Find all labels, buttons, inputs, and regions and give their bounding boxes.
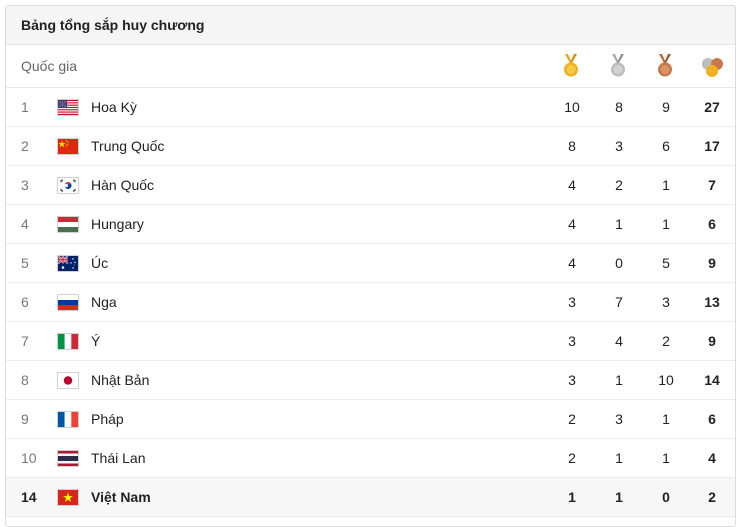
rank: 6 — [21, 294, 29, 310]
silver-count: 3 — [615, 138, 623, 154]
rank: 14 — [21, 489, 37, 505]
table-row[interactable]: 7 Ý 3 4 2 9 — [6, 322, 735, 361]
south-korea-flag-icon — [57, 166, 79, 204]
total-count: 4 — [708, 450, 716, 466]
bronze-count: 1 — [662, 177, 670, 193]
country-column-header: Quốc gia — [21, 58, 78, 74]
silver-count: 3 — [615, 411, 623, 427]
medal-table-card: Bảng tổng sắp huy chương Quốc gia — [5, 5, 736, 527]
country-name[interactable]: Hàn Quốc — [91, 177, 155, 193]
bronze-medal-icon — [656, 54, 674, 78]
table-row[interactable]: 1 Hoa Kỳ 10 8 9 27 — [6, 88, 735, 127]
gold-count: 2 — [568, 411, 576, 427]
table-row[interactable]: 10 Thái Lan 2 1 1 4 — [6, 439, 735, 478]
gold-count: 8 — [568, 138, 576, 154]
gold-count: 3 — [568, 333, 576, 349]
australia-flag-icon — [57, 244, 79, 282]
country-name[interactable]: Ý — [91, 333, 101, 349]
us-flag-icon — [57, 88, 79, 126]
silver-count: 1 — [615, 489, 623, 505]
gold-medal-icon — [562, 54, 580, 78]
bronze-count: 3 — [662, 294, 670, 310]
bronze-count: 5 — [662, 255, 670, 271]
bronze-count: 6 — [662, 138, 670, 154]
italy-flag-icon — [57, 322, 79, 360]
total-count: 17 — [704, 138, 720, 154]
country-name[interactable]: Úc — [91, 255, 109, 271]
bronze-count: 9 — [662, 99, 670, 115]
rank: 4 — [21, 216, 29, 232]
bronze-count: 1 — [662, 411, 670, 427]
rank: 1 — [21, 99, 29, 115]
total-count: 9 — [708, 333, 716, 349]
russia-flag-icon — [57, 283, 79, 321]
gold-count: 3 — [568, 372, 576, 388]
vietnam-flag-icon — [57, 478, 79, 516]
silver-count: 8 — [615, 99, 623, 115]
country-name[interactable]: Hoa Kỳ — [91, 99, 137, 115]
france-flag-icon — [57, 400, 79, 438]
total-count: 6 — [708, 411, 716, 427]
country-name[interactable]: Trung Quốc — [91, 138, 165, 154]
gold-count: 4 — [568, 177, 576, 193]
bronze-count: 1 — [662, 216, 670, 232]
all-medals-icon — [700, 56, 724, 78]
gold-count: 4 — [568, 255, 576, 271]
silver-count: 2 — [615, 177, 623, 193]
rank: 8 — [21, 372, 29, 388]
medal-table-body: 1 Hoa Kỳ 10 8 9 27 2 Trung Quốc 8 3 6 17 3 Hàn Quốc 4 2… — [6, 88, 735, 517]
japan-flag-icon — [57, 361, 79, 399]
table-row[interactable]: 14 Việt Nam 1 1 0 2 — [6, 478, 735, 517]
total-count: 13 — [704, 294, 720, 310]
silver-count: 4 — [615, 333, 623, 349]
table-row[interactable]: 8 Nhật Bản 3 1 10 14 — [6, 361, 735, 400]
silver-count: 0 — [615, 255, 623, 271]
silver-medal-icon — [609, 54, 627, 78]
table-header: Quốc gia — [6, 45, 735, 88]
silver-count: 1 — [615, 450, 623, 466]
gold-count: 10 — [564, 99, 580, 115]
table-row[interactable]: 4 Hungary 4 1 1 6 — [6, 205, 735, 244]
table-row[interactable]: 5 Úc 4 0 5 9 — [6, 244, 735, 283]
silver-count: 1 — [615, 372, 623, 388]
china-flag-icon — [57, 127, 79, 165]
card-title: Bảng tổng sắp huy chương — [6, 6, 735, 45]
silver-count: 1 — [615, 216, 623, 232]
gold-count: 1 — [568, 489, 576, 505]
total-count: 27 — [704, 99, 720, 115]
total-count: 14 — [704, 372, 720, 388]
rank: 10 — [21, 450, 37, 466]
thailand-flag-icon — [57, 439, 79, 477]
gold-count: 3 — [568, 294, 576, 310]
gold-count: 4 — [568, 216, 576, 232]
country-name[interactable]: Nhật Bản — [91, 372, 150, 388]
silver-count: 7 — [615, 294, 623, 310]
bronze-count: 0 — [662, 489, 670, 505]
total-count: 9 — [708, 255, 716, 271]
bronze-count: 2 — [662, 333, 670, 349]
rank: 7 — [21, 333, 29, 349]
total-count: 7 — [708, 177, 716, 193]
table-row[interactable]: 9 Pháp 2 3 1 6 — [6, 400, 735, 439]
gold-count: 2 — [568, 450, 576, 466]
table-row[interactable]: 3 Hàn Quốc 4 2 1 7 — [6, 166, 735, 205]
rank: 3 — [21, 177, 29, 193]
table-row[interactable]: 6 Nga 3 7 3 13 — [6, 283, 735, 322]
table-row[interactable]: 2 Trung Quốc 8 3 6 17 — [6, 127, 735, 166]
country-name[interactable]: Việt Nam — [91, 489, 151, 505]
country-name[interactable]: Pháp — [91, 411, 124, 427]
bronze-count: 10 — [658, 372, 674, 388]
total-count: 6 — [708, 216, 716, 232]
country-name[interactable]: Hungary — [91, 216, 144, 232]
total-count: 2 — [708, 489, 716, 505]
rank: 5 — [21, 255, 29, 271]
rank: 2 — [21, 138, 29, 154]
country-name[interactable]: Nga — [91, 294, 117, 310]
rank: 9 — [21, 411, 29, 427]
hungary-flag-icon — [57, 205, 79, 243]
bronze-count: 1 — [662, 450, 670, 466]
country-name[interactable]: Thái Lan — [91, 450, 146, 466]
